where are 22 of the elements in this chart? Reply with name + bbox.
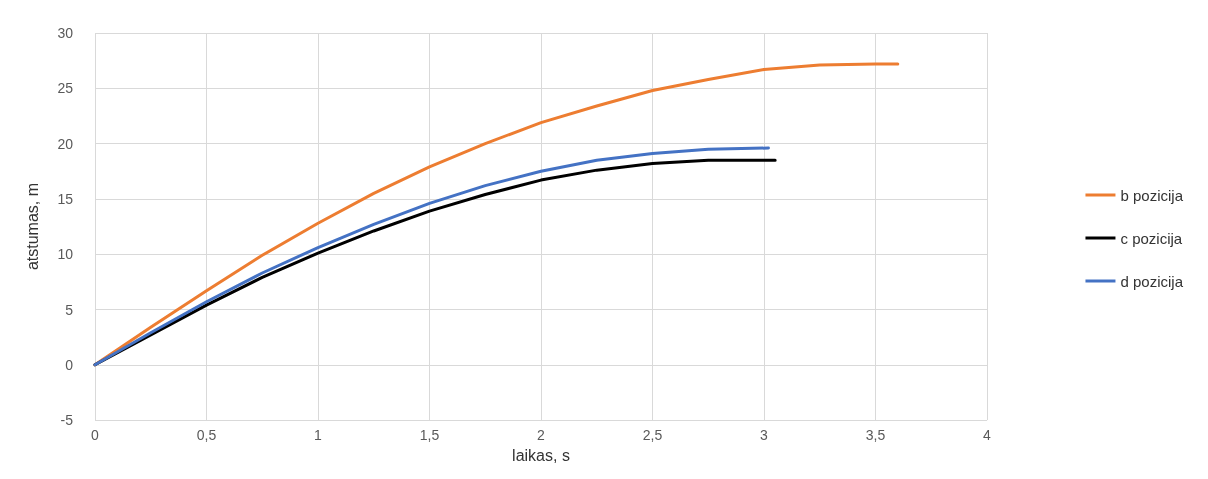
x-axis-title: laikas, s: [512, 446, 570, 464]
y-tick-label: 30: [57, 25, 74, 41]
y-tick-label: 0: [65, 356, 74, 373]
x-tick-label: 1,5: [419, 427, 440, 444]
y-tick-label: 5: [65, 301, 74, 318]
x-tick-label: 0: [91, 427, 100, 444]
y-tick-label: 15: [57, 190, 74, 207]
x-tick-label: 3: [760, 427, 769, 444]
x-tick-label: 2,5: [642, 427, 663, 444]
x-tick-label: 1: [314, 427, 323, 444]
legend-label: b pozicija: [1120, 186, 1184, 204]
y-tick-label: 10: [57, 246, 74, 263]
x-tick-label: 2: [537, 427, 546, 444]
x-tick-label: 0,5: [196, 427, 217, 444]
x-tick-label: 3,5: [865, 427, 886, 444]
x-tick-label: 4: [983, 427, 992, 444]
y-tick-label: -5: [60, 412, 74, 429]
y-tick-label: 25: [57, 80, 74, 97]
legend-label: d pozicija: [1120, 272, 1184, 290]
y-tick-label: 20: [57, 135, 74, 152]
legend-label: c pozicija: [1120, 229, 1183, 247]
y-axis-title: atstumas, m: [23, 182, 41, 271]
